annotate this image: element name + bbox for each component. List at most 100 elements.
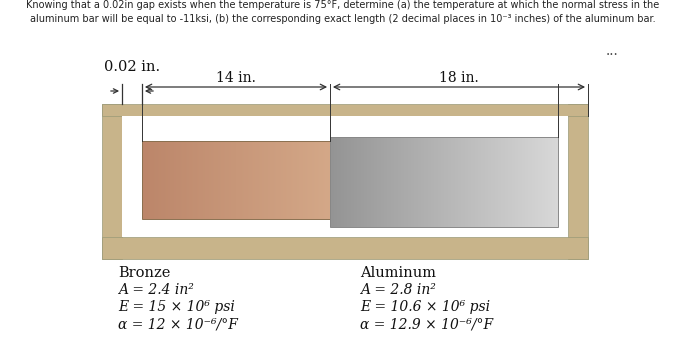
Bar [539, 137, 540, 227]
Bar [172, 141, 173, 219]
Bar [198, 141, 199, 219]
Bar [102, 104, 588, 116]
Bar [183, 141, 184, 219]
Bar [220, 141, 221, 219]
Bar [504, 137, 505, 227]
Bar [530, 137, 531, 227]
Bar [296, 141, 297, 219]
Bar [347, 137, 348, 227]
Bar [479, 137, 480, 227]
Bar [437, 137, 438, 227]
Text: Aluminum: Aluminum [360, 266, 436, 280]
Bar [542, 137, 543, 227]
Bar [518, 137, 519, 227]
Bar [307, 141, 308, 219]
Bar [306, 141, 307, 219]
Bar [297, 141, 298, 219]
Bar [232, 141, 233, 219]
Bar [142, 141, 330, 219]
Bar [318, 141, 319, 219]
Bar [280, 141, 281, 219]
Bar [554, 137, 555, 227]
Bar [415, 137, 416, 227]
Bar [523, 137, 524, 227]
Bar [102, 104, 122, 259]
Bar [331, 137, 332, 227]
Bar [388, 137, 389, 227]
Bar [455, 137, 456, 227]
Bar [169, 141, 170, 219]
Bar [462, 137, 463, 227]
Bar [300, 141, 301, 219]
Bar [447, 137, 448, 227]
Bar [440, 137, 441, 227]
Bar [383, 137, 384, 227]
Bar [144, 141, 145, 219]
Bar [195, 141, 196, 219]
Bar [337, 137, 338, 227]
Bar [268, 141, 269, 219]
Bar [434, 137, 435, 227]
Bar [376, 137, 377, 227]
Bar [427, 137, 428, 227]
Bar [176, 141, 177, 219]
Bar [467, 137, 468, 227]
Bar [480, 137, 481, 227]
Bar [534, 137, 535, 227]
Bar [366, 137, 367, 227]
Bar [489, 137, 490, 227]
Bar [460, 137, 461, 227]
Bar [424, 137, 425, 227]
Bar [459, 137, 460, 227]
Bar [157, 141, 158, 219]
Bar [257, 141, 258, 219]
Bar [219, 141, 220, 219]
Bar [287, 141, 288, 219]
Bar [551, 137, 552, 227]
Bar [150, 141, 151, 219]
Bar [505, 137, 506, 227]
Bar [313, 141, 314, 219]
Bar [166, 141, 167, 219]
Bar [243, 141, 244, 219]
Bar [167, 141, 168, 219]
Bar [309, 141, 310, 219]
Bar [160, 141, 161, 219]
Bar [473, 137, 474, 227]
Bar [362, 137, 363, 227]
Bar [556, 137, 557, 227]
Bar [441, 137, 442, 227]
Bar [102, 237, 588, 259]
Bar [503, 137, 504, 227]
Bar [496, 137, 497, 227]
Bar [483, 137, 484, 227]
Bar [171, 141, 172, 219]
Text: A = 2.4 in²: A = 2.4 in² [118, 283, 194, 297]
Bar [301, 141, 302, 219]
Bar [293, 141, 294, 219]
Bar [438, 137, 439, 227]
Bar [283, 141, 284, 219]
Bar [303, 141, 304, 219]
Bar [429, 137, 430, 227]
Bar [341, 137, 342, 227]
Bar [221, 141, 222, 219]
Bar [466, 137, 467, 227]
Bar [527, 137, 528, 227]
Bar [475, 137, 476, 227]
Bar [405, 137, 406, 227]
Bar [385, 137, 386, 227]
Bar [414, 137, 415, 227]
Bar [370, 137, 371, 227]
Bar [210, 141, 211, 219]
Bar [490, 137, 491, 227]
Bar [511, 137, 512, 227]
Bar [264, 141, 265, 219]
Bar [538, 137, 539, 227]
Bar [463, 137, 464, 227]
Bar [497, 137, 498, 227]
Bar [353, 137, 354, 227]
Bar [248, 141, 249, 219]
Bar [238, 141, 239, 219]
Bar [346, 137, 347, 227]
